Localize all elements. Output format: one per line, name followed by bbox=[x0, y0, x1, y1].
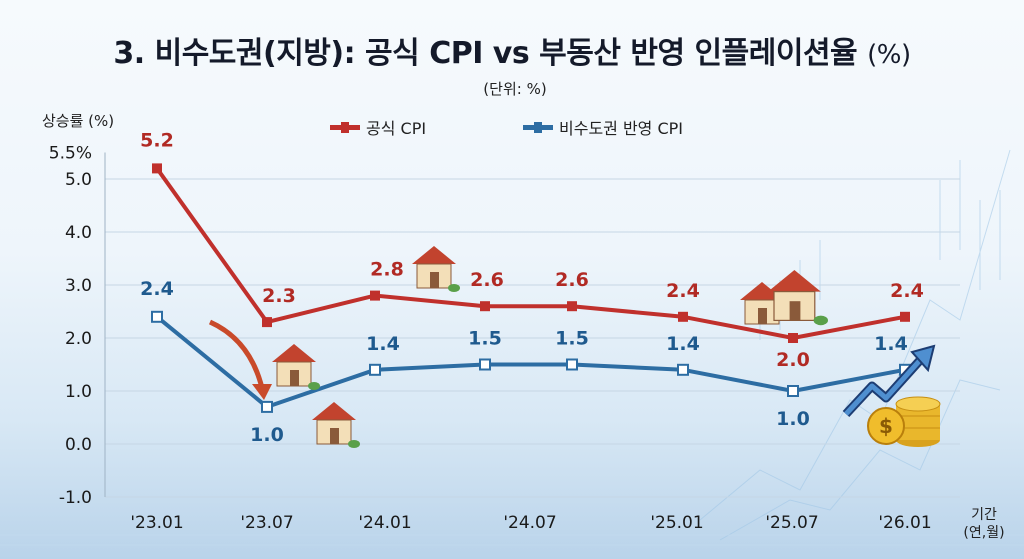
data-point-official bbox=[262, 317, 272, 328]
data-label: 1.5 bbox=[468, 328, 502, 350]
x-tick-label: '26.01 bbox=[878, 513, 931, 533]
data-point-official bbox=[788, 333, 798, 343]
y-tick-label: 5.5% bbox=[49, 144, 92, 164]
x-tick-label: '23.01 bbox=[130, 513, 183, 533]
data-label: 2.4 bbox=[140, 278, 174, 300]
series-lines: 5.2 2.3 2.8 2.6 2.6 2.4 2.0 2.4 2.4 1.0 1.4 1.5 1.5 1… bbox=[140, 129, 924, 446]
series-line-official-cpi bbox=[155, 167, 906, 340]
y-axis-ticks: -1.0 0.0 1.0 2.0 3.0 4.0 5.0 5.5% bbox=[49, 144, 92, 509]
trend-up-arrow-icon bbox=[842, 344, 936, 418]
y-axis-label: 상승률 (%) bbox=[42, 112, 115, 130]
data-point-official bbox=[480, 301, 490, 312]
data-point-official bbox=[678, 311, 688, 322]
legend-item-regional-cpi: 비수도권 반영 CPI bbox=[523, 117, 684, 138]
data-label: 5.2 bbox=[140, 129, 174, 151]
x-tick-label: '24.01 bbox=[358, 513, 411, 533]
data-label: 2.8 bbox=[370, 259, 404, 281]
legend-swatch-regional bbox=[523, 121, 553, 133]
data-label: 1.0 bbox=[776, 408, 810, 430]
data-point-regional bbox=[261, 400, 273, 413]
data-point-official bbox=[152, 163, 162, 174]
y-tick-label: 2.0 bbox=[65, 329, 92, 349]
coins-icon: $ bbox=[867, 396, 941, 447]
y-tick-label: 4.0 bbox=[65, 223, 92, 243]
legend-label-regional: 비수도권 반영 CPI bbox=[559, 119, 684, 138]
data-label: 1.4 bbox=[666, 333, 700, 355]
y-tick-label: 5.0 bbox=[65, 170, 92, 190]
data-point-official bbox=[900, 311, 910, 322]
house-icon bbox=[740, 282, 784, 325]
x-axis-label-line2: (연,월) bbox=[963, 525, 1005, 541]
data-point-official bbox=[567, 301, 577, 312]
x-axis-label: 기간 (연,월) bbox=[954, 506, 1014, 542]
data-label: 2.3 bbox=[262, 285, 296, 307]
legend-item-official-cpi: 공식 CPI bbox=[330, 117, 427, 138]
data-point-regional bbox=[369, 363, 381, 376]
data-label: 2.6 bbox=[470, 269, 504, 291]
data-label: 1.4 bbox=[874, 333, 908, 355]
house-icon bbox=[768, 270, 828, 326]
data-label: 2.0 bbox=[776, 349, 810, 371]
y-tick-label: -1.0 bbox=[59, 488, 92, 508]
svg-text:$: $ bbox=[879, 414, 893, 438]
series-line-regional-cpi bbox=[155, 315, 906, 409]
legend-swatch-official bbox=[330, 121, 360, 133]
x-tick-label: '25.01 bbox=[650, 513, 703, 533]
data-point-official bbox=[370, 290, 380, 301]
house-icon bbox=[272, 344, 320, 390]
grid-lines bbox=[104, 152, 960, 498]
house-icon bbox=[412, 246, 460, 292]
y-tick-label: 3.0 bbox=[65, 276, 92, 296]
data-point-regional bbox=[151, 310, 163, 323]
data-label: 1.4 bbox=[366, 333, 400, 355]
data-point-regional bbox=[479, 358, 491, 371]
y-tick-label: 0.0 bbox=[65, 435, 92, 455]
house-icon bbox=[312, 402, 360, 448]
y-tick-label: 1.0 bbox=[65, 382, 92, 402]
chart-subtitle: (단위: %) bbox=[483, 80, 547, 98]
curved-arrow-icon bbox=[208, 319, 272, 400]
data-label: 2.6 bbox=[555, 269, 589, 291]
x-tick-label: '25.07 bbox=[765, 513, 818, 533]
data-label: 2.4 bbox=[666, 280, 700, 302]
chart-title: 3. 비수도권(지방): 공식 CPI vs 부동산 반영 인플레이션율 (%) bbox=[0, 28, 1024, 72]
chart-title-unit: (%) bbox=[867, 40, 911, 70]
data-point-regional bbox=[787, 385, 799, 397]
data-label: 1.5 bbox=[555, 328, 589, 350]
legend-label-official: 공식 CPI bbox=[366, 119, 427, 138]
x-axis-label-line1: 기간 bbox=[971, 507, 997, 523]
x-axis-ticks: '23.01 '23.07 '24.01 '24.07 '25.01 '25.07 '26.… bbox=[130, 513, 931, 533]
data-label: 2.4 bbox=[890, 280, 924, 302]
x-tick-label: '24.07 bbox=[503, 513, 556, 533]
chart-title-text: 3. 비수도권(지방): 공식 CPI vs 부동산 반영 인플레이션율 bbox=[113, 36, 858, 71]
x-tick-label: '23.07 bbox=[240, 513, 293, 533]
data-point-regional bbox=[677, 363, 689, 376]
data-label: 1.0 bbox=[250, 424, 284, 446]
data-point-regional bbox=[566, 358, 578, 371]
